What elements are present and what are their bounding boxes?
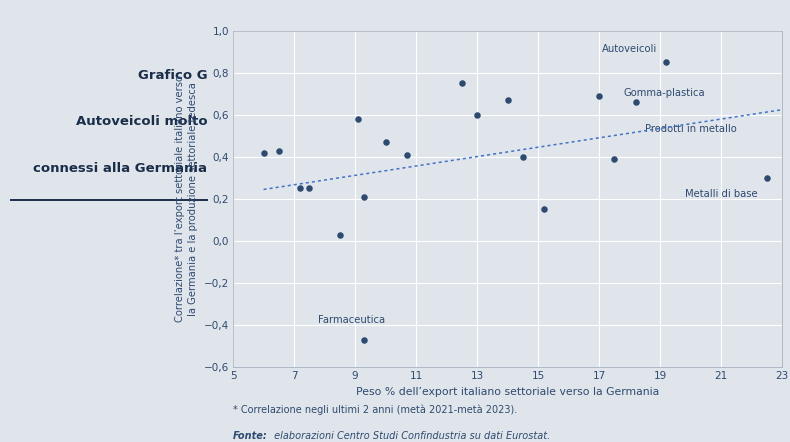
Text: Prodotti in metallo: Prodotti in metallo (645, 124, 736, 134)
Text: Metalli di base: Metalli di base (685, 189, 758, 199)
Text: Fonte:: Fonte: (233, 431, 268, 441)
Point (358, 336, 371, 343)
Point (303, 185, 316, 192)
Point (456, 80, 468, 87)
Point (501, 97, 514, 104)
Point (538, 206, 551, 213)
Text: Gomma-plastica: Gomma-plastica (623, 88, 705, 98)
Point (517, 153, 529, 160)
Y-axis label: Correlazione* tra l’export settoriale italiano verso
la Germania e la produzione: Correlazione* tra l’export settoriale it… (175, 76, 198, 322)
Point (608, 156, 621, 163)
Text: * Correlazione negli ultimi 2 anni (metà 2021-metà 2023).: * Correlazione negli ultimi 2 anni (metà… (233, 404, 517, 415)
Point (294, 185, 307, 192)
Point (761, 174, 773, 181)
Text: Farmaceutica: Farmaceutica (318, 315, 386, 325)
Point (358, 193, 371, 200)
X-axis label: Peso % dell’export italiano settoriale verso la Germania: Peso % dell’export italiano settoriale v… (356, 387, 659, 396)
Point (379, 139, 392, 146)
Text: Autoveicoli molto: Autoveicoli molto (76, 115, 207, 128)
Text: elaborazioni Centro Studi Confindustria su dati Eurostat.: elaborazioni Centro Studi Confindustria … (271, 431, 550, 441)
Point (630, 99, 642, 106)
Point (273, 147, 285, 154)
Point (660, 59, 672, 66)
Point (471, 111, 483, 118)
Point (258, 149, 270, 156)
Point (592, 92, 605, 99)
Point (333, 231, 346, 238)
Text: Autoveicoli: Autoveicoli (602, 44, 657, 54)
Point (401, 151, 413, 158)
Text: Grafico G: Grafico G (137, 69, 207, 82)
Point (352, 115, 364, 122)
Text: connessi alla Germania: connessi alla Germania (33, 161, 207, 175)
